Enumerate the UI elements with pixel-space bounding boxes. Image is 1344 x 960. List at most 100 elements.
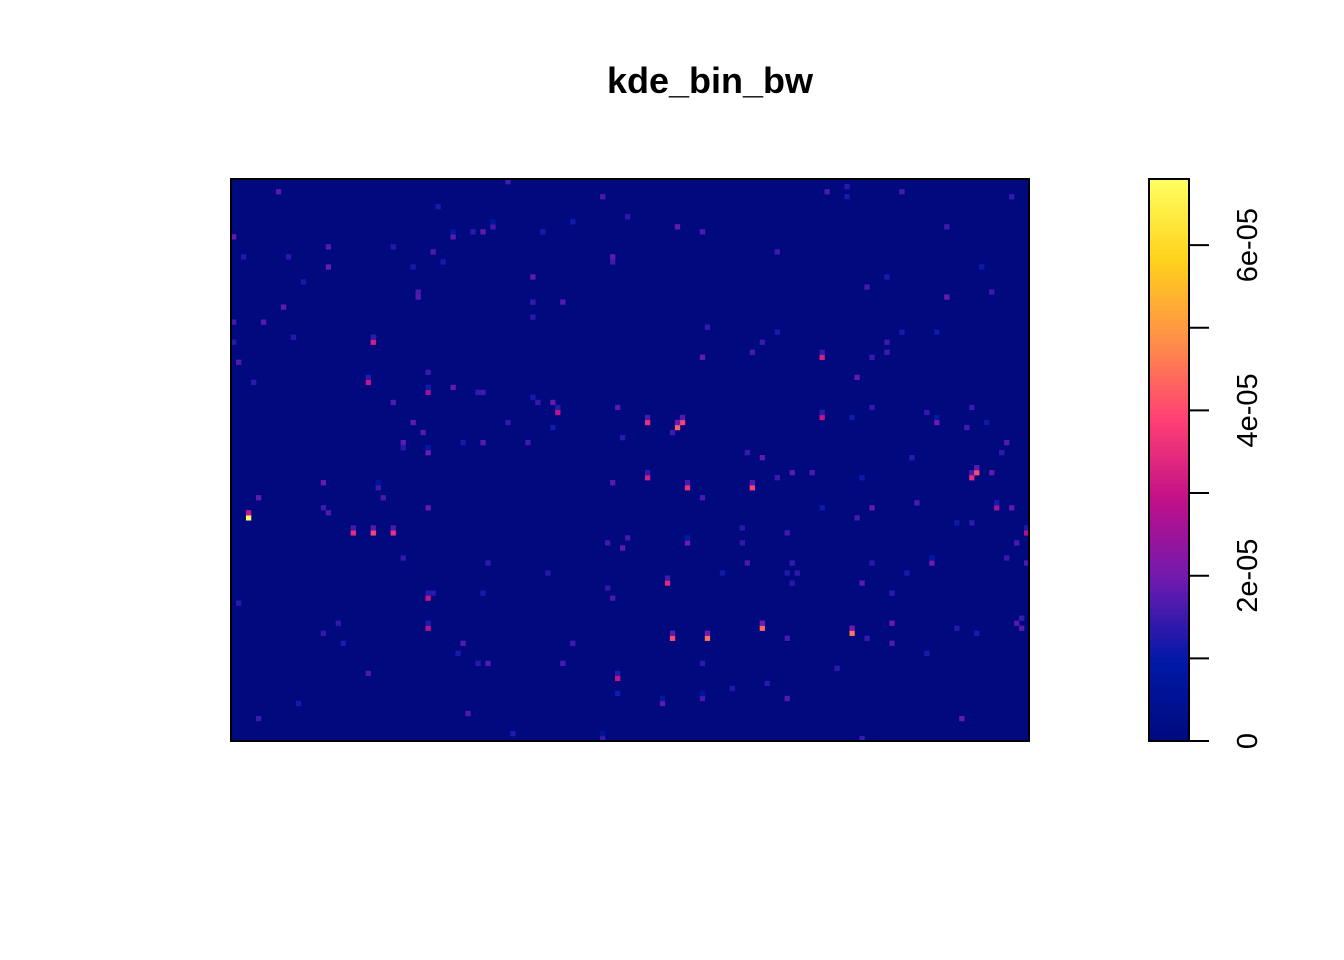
heatmap-hotspot [1024, 530, 1030, 536]
heatmap-cell [1019, 615, 1025, 621]
colorbar-segment [1149, 413, 1189, 419]
heatmap-cell [370, 525, 376, 531]
heatmap-cell [739, 540, 746, 546]
heatmap-cell [440, 259, 446, 265]
colorbar-frame [1148, 178, 1190, 742]
heatmap-cell [899, 189, 905, 195]
colorbar-segment [1149, 708, 1189, 714]
heatmap-cell [610, 595, 616, 601]
heatmap-cell [969, 404, 975, 411]
heatmap-cell [365, 374, 371, 381]
colorbar-segment [1149, 427, 1189, 433]
colorbar-segment [1149, 488, 1189, 494]
colorbar-segment [1149, 628, 1189, 634]
heatmap-cell [999, 449, 1005, 456]
heatmap-cell [899, 329, 905, 335]
heatmap-cell [984, 419, 990, 426]
heatmap-cell [784, 570, 790, 576]
colorbar-segment [1149, 680, 1189, 686]
heatmap-cell [375, 480, 381, 486]
heatmap-cell [475, 660, 481, 667]
heatmap-cell [974, 630, 980, 636]
heatmap-cell [664, 575, 671, 581]
heatmap-cell [959, 715, 965, 722]
heatmap-cell [764, 680, 770, 687]
heatmap-cell [540, 229, 546, 235]
heatmap-cell [415, 289, 421, 295]
colorbar-segment [1149, 352, 1189, 358]
colorbar-segment [1149, 666, 1189, 672]
heatmap-cell [400, 444, 406, 451]
heatmap-cell [824, 189, 830, 195]
heatmap-cell [859, 475, 865, 481]
heatmap-cell [859, 735, 865, 742]
heatmap-hotspot [370, 530, 376, 536]
heatmap-cell [789, 580, 795, 586]
heatmap-cell [231, 234, 237, 240]
colorbar-segment [1149, 591, 1189, 597]
heatmap-cell [704, 324, 711, 330]
heatmap-cell [774, 249, 780, 255]
heatmap-cell [944, 224, 950, 230]
colorbar-segment [1149, 216, 1189, 222]
heatmap-cell [914, 500, 920, 506]
heatmap-cell [644, 414, 651, 421]
heatmap-cell [325, 244, 332, 250]
heatmap-hotspot [974, 470, 980, 476]
colorbar-segment [1149, 698, 1189, 705]
colorbar-segment [1149, 328, 1189, 335]
heatmap-cell [864, 284, 870, 290]
heatmap-cell [934, 329, 940, 335]
colorbar-segment [1149, 722, 1189, 728]
heatmap-hotspot [684, 485, 691, 491]
heatmap-cell [620, 434, 626, 441]
colorbar-segment [1149, 558, 1189, 564]
colorbar-segment [1149, 291, 1189, 297]
heatmap-hotspot [350, 530, 356, 536]
colorbar-segment [1149, 258, 1189, 264]
heatmap-cell [425, 369, 431, 375]
colorbar-segment [1149, 282, 1189, 288]
heatmap-cell [420, 429, 426, 436]
colorbar-segment [1149, 385, 1189, 391]
heatmap-hotspot [365, 379, 371, 386]
colorbar-segment [1149, 403, 1189, 410]
heatmap-cell [969, 470, 975, 476]
heatmap-cell [605, 540, 611, 546]
heatmap-cell [340, 640, 347, 646]
heatmap-cell [1004, 439, 1010, 446]
colorbar-segment [1149, 338, 1189, 344]
colorbar-segment [1149, 609, 1189, 616]
colorbar-segment [1149, 548, 1189, 555]
colorbar-segment [1149, 183, 1189, 189]
heatmap-cell [1014, 620, 1020, 626]
heatmap-cell [934, 414, 940, 421]
heatmap-cell [864, 635, 870, 641]
heatmap-hotspot [969, 475, 975, 481]
colorbar-segment [1149, 492, 1189, 499]
heatmap-cell [605, 585, 611, 591]
colorbar-segment [1149, 230, 1189, 236]
heatmap-cell [425, 590, 431, 596]
heatmap-background [231, 179, 1029, 741]
heatmap-cell [610, 254, 616, 260]
heatmap-cell [784, 635, 790, 641]
colorbar-segment [1149, 567, 1189, 573]
heatmap-hotspot [490, 224, 496, 230]
heatmap-cell [390, 244, 396, 250]
colorbar-segment [1149, 572, 1189, 578]
colorbar-segment [1149, 193, 1189, 199]
colorbar-segment [1149, 300, 1189, 307]
colorbar-segment [1149, 595, 1189, 602]
heatmap-cell [610, 259, 616, 265]
heatmap-cell [410, 264, 416, 270]
heatmap-hotspot [674, 424, 681, 431]
colorbar-segment [1149, 516, 1189, 522]
heatmap-cell [909, 454, 915, 461]
colorbar-segment [1149, 502, 1189, 508]
heatmap-cell [505, 179, 511, 185]
heatmap-hotspot [819, 354, 825, 360]
heatmap-cell [759, 620, 765, 626]
heatmap-hotspot [615, 675, 621, 682]
heatmap-cell [425, 505, 431, 511]
